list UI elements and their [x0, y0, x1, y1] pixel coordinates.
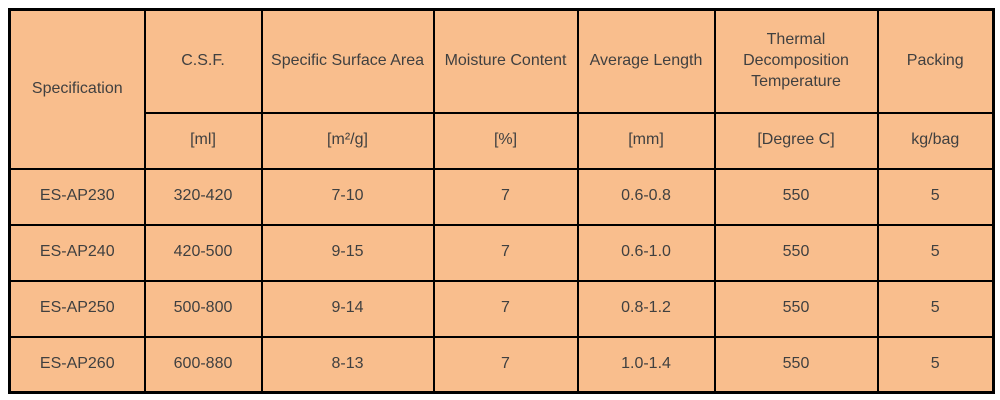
data-cell-csf: 320-420: [143, 167, 263, 226]
unit-cell-thermal-decomposition-temperature: [Degree C]: [713, 111, 879, 170]
data-cell-csf: 600-880: [143, 335, 263, 394]
table-row: ES-AP250 500-800 9-14 7 0.8-1.2 550 5: [8, 279, 995, 338]
table-row: ES-AP260 600-880 8-13 7 1.0-1.4 550 5: [8, 335, 995, 394]
header-cell-specification: Specification: [8, 8, 146, 170]
row-label: ES-AP240: [8, 223, 146, 282]
data-cell-moisture-content: 7: [432, 279, 579, 338]
header-cell-average-length: Average Length: [576, 8, 716, 114]
header-cell-moisture-content: Moisture Content: [432, 8, 579, 114]
data-cell-moisture-content: 7: [432, 223, 579, 282]
data-cell-packing: 5: [876, 279, 995, 338]
table-header-row: Specification C.S.F. Specific Surface Ar…: [8, 8, 995, 170]
data-cell-packing: 5: [876, 335, 995, 394]
data-cell-thermal-decomposition-temperature: 550: [713, 223, 879, 282]
data-cell-average-length: 0.6-1.0: [576, 223, 716, 282]
data-cell-csf: 420-500: [143, 223, 263, 282]
row-label: ES-AP250: [8, 279, 146, 338]
specification-table: Specification C.S.F. Specific Surface Ar…: [8, 8, 995, 394]
table-row: ES-AP230 320-420 7-10 7 0.6-0.8 550 5: [8, 167, 995, 226]
unit-cell-average-length: [mm]: [576, 111, 716, 170]
data-cell-specific-surface-area: 8-13: [260, 335, 435, 394]
data-cell-thermal-decomposition-temperature: 550: [713, 335, 879, 394]
unit-cell-specific-surface-area: [m²/g]: [260, 111, 435, 170]
header-cell-packing: Packing: [876, 8, 995, 114]
data-cell-moisture-content: 7: [432, 167, 579, 226]
data-cell-specific-surface-area: 9-15: [260, 223, 435, 282]
data-cell-csf: 500-800: [143, 279, 263, 338]
data-cell-average-length: 0.8-1.2: [576, 279, 716, 338]
unit-cell-csf: [ml]: [143, 111, 263, 170]
row-label: ES-AP230: [8, 167, 146, 226]
header-cell-specific-surface-area: Specific Surface Area: [260, 8, 435, 114]
unit-cell-moisture-content: [%]: [432, 111, 579, 170]
data-cell-average-length: 0.6-0.8: [576, 167, 716, 226]
data-cell-packing: 5: [876, 167, 995, 226]
data-cell-specific-surface-area: 7-10: [260, 167, 435, 226]
data-cell-packing: 5: [876, 223, 995, 282]
table-row: ES-AP240 420-500 9-15 7 0.6-1.0 550 5: [8, 223, 995, 282]
data-cell-specific-surface-area: 9-14: [260, 279, 435, 338]
unit-cell-packing: kg/bag: [876, 111, 995, 170]
header-cell-thermal-decomposition-temperature: Thermal Decomposition Temperature: [713, 8, 879, 114]
row-label: ES-AP260: [8, 335, 146, 394]
data-cell-thermal-decomposition-temperature: 550: [713, 167, 879, 226]
table-units-row: [ml] [m²/g] [%] [mm] [Degree C] kg/bag: [10, 111, 995, 170]
header-cell-csf: C.S.F.: [143, 8, 263, 114]
data-cell-average-length: 1.0-1.4: [576, 335, 716, 394]
data-cell-moisture-content: 7: [432, 335, 579, 394]
data-cell-thermal-decomposition-temperature: 550: [713, 279, 879, 338]
